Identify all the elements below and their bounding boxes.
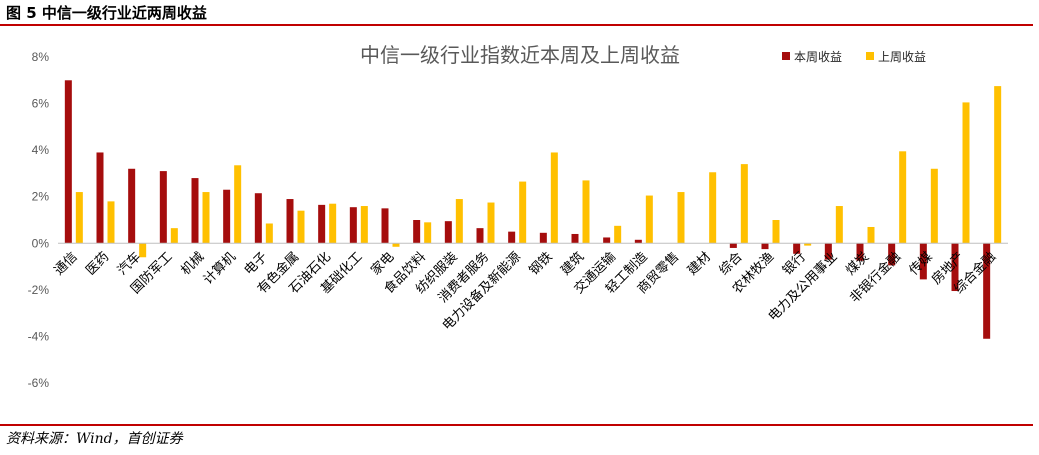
figure-caption: 图 5 中信一级行业近两周收益 — [6, 4, 207, 22]
bar-last-week — [139, 243, 147, 258]
bar-this-week — [286, 199, 294, 244]
x-tick-label: 通信 — [52, 250, 81, 279]
bar-this-week — [318, 204, 326, 244]
bar-last-week — [424, 222, 432, 244]
x-tick-label: 建材 — [685, 250, 714, 279]
bar-this-week — [128, 168, 136, 244]
bar-last-week — [740, 164, 748, 244]
bar-this-week — [413, 220, 421, 244]
bar-last-week — [234, 165, 242, 244]
chart-title: 中信一级行业指数近本周及上周收益 — [360, 43, 680, 67]
bar-this-week — [824, 243, 832, 260]
bar-last-week — [835, 206, 843, 244]
y-tick-label: 8% — [32, 50, 50, 64]
legend-label-last-week: 上周收益 — [878, 50, 926, 64]
bar-last-week — [455, 199, 463, 244]
x-tick-label: 钢铁 — [527, 250, 556, 279]
bar-this-week — [349, 207, 357, 244]
caption-rule — [0, 24, 1033, 26]
bar-this-week — [729, 243, 737, 248]
bar-last-week — [75, 192, 83, 244]
bar-this-week — [508, 231, 516, 244]
y-tick-label: -4% — [28, 329, 50, 343]
x-tick-label: 医药 — [83, 250, 112, 279]
bar-last-week — [392, 243, 400, 247]
y-tick-label: 0% — [32, 236, 50, 250]
bar-last-week — [930, 168, 938, 244]
legend-swatch-last-week — [866, 52, 874, 60]
y-tick-label: 6% — [32, 97, 50, 111]
bar-last-week — [614, 225, 622, 244]
source-note: 资料来源：Wind，首创证券 — [6, 431, 183, 447]
bar-last-week — [170, 228, 178, 244]
legend-swatch-this-week — [782, 52, 790, 60]
y-tick-label: 2% — [32, 190, 50, 204]
bar-last-week — [265, 223, 273, 244]
bar-last-week — [677, 192, 685, 244]
bar-last-week — [772, 220, 780, 244]
legend-label-this-week: 本周收益 — [794, 50, 842, 64]
bar-this-week — [444, 221, 452, 244]
bar-this-week — [571, 233, 579, 244]
bar-this-week — [96, 152, 104, 244]
bar-last-week — [994, 86, 1002, 244]
bar-last-week — [582, 180, 590, 244]
x-tick-label: 计算机 — [201, 250, 239, 288]
bar-this-week — [381, 208, 389, 244]
bars — [64, 80, 1002, 339]
bar-this-week — [919, 243, 927, 280]
bar-this-week — [983, 243, 991, 339]
bar-this-week — [191, 178, 199, 244]
bar-last-week — [107, 201, 115, 244]
bar-last-week — [202, 192, 210, 244]
bar-this-week — [761, 243, 769, 250]
bar-last-week — [360, 206, 368, 244]
chart-legend: 本周收益 上周收益 — [782, 50, 926, 64]
bar-this-week — [603, 237, 611, 244]
bar-last-week — [804, 243, 812, 246]
bar-last-week — [709, 172, 717, 244]
y-tick-label: -6% — [28, 376, 50, 390]
bar-this-week — [64, 80, 72, 244]
bar-this-week — [254, 193, 262, 244]
y-tick-label: -2% — [28, 283, 50, 297]
bar-this-week — [793, 243, 801, 254]
bar-last-week — [297, 210, 305, 244]
bar-this-week — [888, 243, 896, 266]
bar-last-week — [867, 226, 875, 244]
bar-last-week — [487, 202, 495, 244]
bar-this-week — [856, 243, 864, 261]
bar-this-week — [476, 228, 484, 244]
bar-this-week — [159, 171, 167, 244]
y-tick-label: 4% — [32, 143, 50, 157]
bar-this-week — [539, 232, 547, 244]
bar-last-week — [329, 203, 337, 244]
bar-last-week — [899, 151, 907, 244]
bar-last-week — [645, 195, 653, 244]
source-rule — [0, 424, 1033, 426]
bar-last-week — [962, 102, 970, 244]
bar-last-week — [550, 152, 558, 244]
bar-this-week — [634, 239, 642, 244]
bar-this-week — [951, 243, 959, 292]
y-axis: 8% 6% 4% 2% 0% -2% -4% -6% — [28, 50, 50, 390]
bar-this-week — [223, 189, 231, 244]
bar-last-week — [519, 181, 527, 244]
